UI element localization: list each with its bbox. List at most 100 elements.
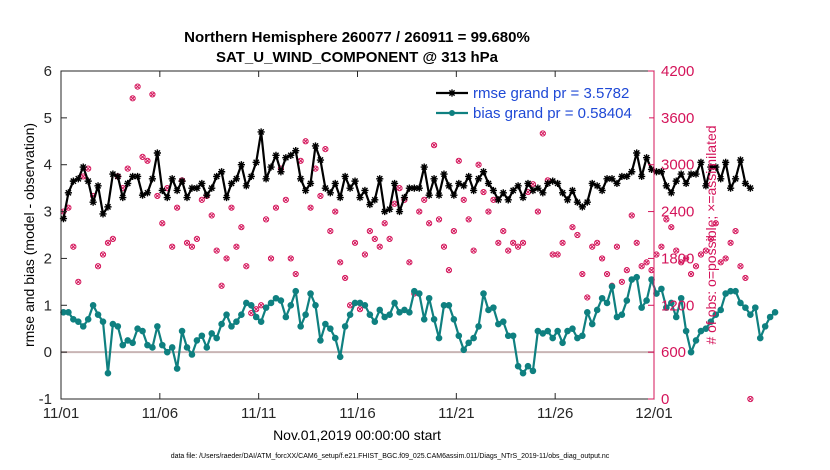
obs-count-point bbox=[169, 243, 176, 250]
obs-assimilated-marker bbox=[318, 193, 323, 199]
obs-possible-marker bbox=[470, 247, 477, 254]
rmse-point bbox=[662, 182, 670, 190]
bias-point bbox=[588, 320, 596, 328]
legend-bias-dot bbox=[449, 110, 455, 116]
obs-count-point bbox=[75, 278, 82, 285]
obs-count-point bbox=[129, 95, 136, 102]
obs-count-point bbox=[747, 395, 754, 403]
rmse-point bbox=[79, 163, 87, 171]
obs-possible-marker bbox=[717, 259, 724, 266]
rmse-point bbox=[731, 175, 740, 183]
bias-point bbox=[104, 369, 112, 377]
obs-count-point bbox=[426, 220, 433, 227]
rmse-point bbox=[89, 198, 97, 206]
rmse-point bbox=[692, 170, 700, 178]
obs-assimilated-marker bbox=[273, 205, 279, 210]
bias-point bbox=[371, 318, 379, 325]
y-tick-label: 1 bbox=[44, 297, 52, 314]
obs-assimilated-marker bbox=[511, 240, 516, 245]
bias-point bbox=[682, 327, 690, 335]
obs-possible-marker bbox=[732, 227, 739, 235]
bias-point bbox=[302, 311, 309, 318]
obs-assimilated-marker bbox=[599, 256, 605, 261]
y-tick-label: -1 bbox=[39, 391, 52, 408]
obs-possible-marker bbox=[346, 302, 354, 309]
rmse-point bbox=[474, 175, 483, 183]
obs-possible-marker bbox=[628, 212, 635, 219]
rmse-point bbox=[287, 151, 295, 159]
bias-point bbox=[435, 334, 443, 342]
obs-assimilated-marker bbox=[590, 244, 595, 249]
obs-possible-marker bbox=[683, 255, 690, 262]
obs-count-point bbox=[539, 130, 546, 137]
bias-point bbox=[154, 323, 161, 330]
legend-box bbox=[428, 78, 649, 124]
obs-assimilated-marker bbox=[229, 205, 234, 210]
bias-point bbox=[554, 327, 561, 335]
obs-assimilated-marker bbox=[219, 283, 224, 288]
bias-point bbox=[638, 304, 645, 311]
obs-possible-marker bbox=[426, 220, 433, 227]
obs-assimilated-marker bbox=[664, 217, 669, 222]
rmse-point bbox=[455, 179, 463, 188]
y2-tick-label: 3600 bbox=[661, 110, 694, 127]
bias-point bbox=[228, 323, 235, 330]
bias-point bbox=[386, 311, 393, 318]
bias-point bbox=[366, 311, 374, 318]
obs-possible-marker bbox=[406, 259, 413, 266]
rmse-point bbox=[460, 182, 468, 190]
bias-point bbox=[327, 325, 334, 333]
rmse-point bbox=[618, 172, 626, 181]
rmse-point bbox=[558, 189, 567, 197]
rmse-point bbox=[494, 196, 502, 204]
obs-count-point bbox=[421, 196, 428, 203]
obs-assimilated-marker bbox=[184, 240, 190, 245]
obs-possible-marker bbox=[149, 91, 156, 98]
rmse-point bbox=[717, 175, 725, 183]
obs-possible-marker bbox=[198, 196, 205, 203]
obs-assimilated-marker bbox=[456, 158, 461, 163]
bias-point bbox=[415, 290, 423, 297]
obs-count-point bbox=[332, 208, 339, 215]
obs-possible-marker bbox=[737, 263, 744, 270]
obs-assimilated-marker bbox=[417, 209, 422, 214]
rmse-point bbox=[608, 175, 616, 183]
bias-point bbox=[524, 362, 532, 370]
bias-point bbox=[163, 348, 171, 356]
obs-assimilated-marker bbox=[174, 205, 180, 210]
rmse-point bbox=[672, 177, 680, 185]
rmse-point bbox=[529, 186, 537, 195]
obs-assimilated-marker bbox=[688, 271, 694, 277]
bias-point bbox=[223, 311, 230, 318]
obs-count-point bbox=[683, 255, 690, 262]
bias-point bbox=[559, 339, 566, 347]
bias-point bbox=[445, 301, 453, 309]
obs-count-point bbox=[174, 204, 181, 211]
obs-assimilated-marker bbox=[506, 248, 511, 253]
obs-count-point bbox=[262, 216, 270, 223]
bias-point bbox=[238, 311, 245, 318]
obs-count-point bbox=[193, 235, 200, 243]
y2-tick-label: 1800 bbox=[661, 250, 694, 267]
obs-count-point bbox=[529, 181, 537, 188]
obs-assimilated-marker bbox=[436, 217, 442, 222]
obs-count-point bbox=[386, 235, 393, 243]
obs-assimilated-marker bbox=[679, 260, 684, 265]
rmse-point bbox=[158, 186, 166, 195]
obs-possible-marker bbox=[169, 243, 176, 250]
obs-possible-marker bbox=[104, 239, 112, 246]
x-tick-label: 11/26 bbox=[537, 405, 573, 422]
obs-count-point bbox=[188, 243, 196, 250]
obs-possible-marker bbox=[435, 216, 443, 223]
obs-possible-marker bbox=[366, 227, 373, 235]
rmse-point bbox=[153, 149, 161, 157]
obs-count-point bbox=[500, 227, 507, 235]
rmse-point bbox=[479, 168, 488, 176]
obs-count-point bbox=[272, 204, 280, 211]
obs-possible-marker bbox=[386, 235, 393, 243]
obs-possible-marker bbox=[712, 220, 719, 227]
rmse-point bbox=[638, 172, 646, 181]
bias-point bbox=[65, 309, 72, 316]
bias-point bbox=[687, 348, 695, 356]
rmse-point bbox=[435, 191, 443, 199]
